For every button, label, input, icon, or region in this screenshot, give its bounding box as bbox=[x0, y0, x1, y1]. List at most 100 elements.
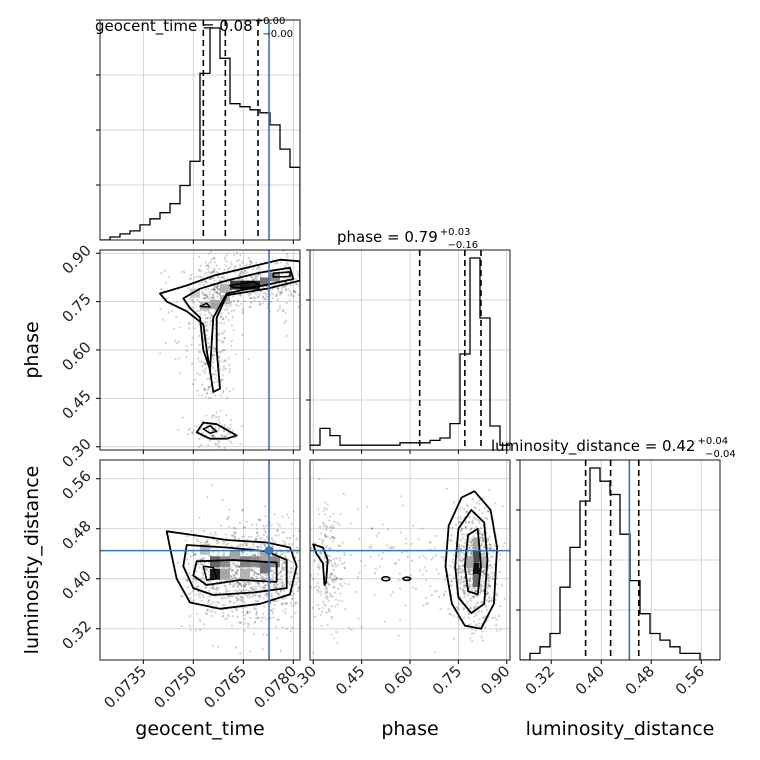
sample-point bbox=[468, 583, 471, 586]
sample-point bbox=[223, 336, 226, 339]
sample-point bbox=[481, 610, 484, 613]
sample-point bbox=[477, 622, 480, 625]
sample-point bbox=[209, 316, 212, 319]
sample-point bbox=[426, 602, 429, 605]
sample-point bbox=[296, 546, 299, 549]
sample-point bbox=[289, 601, 292, 605]
sample-point bbox=[257, 594, 260, 597]
sample-point bbox=[231, 316, 234, 319]
sample-point bbox=[188, 625, 192, 628]
sample-point bbox=[282, 610, 285, 613]
sample-point bbox=[478, 502, 481, 505]
sample-point bbox=[280, 579, 283, 582]
sample-point bbox=[465, 510, 468, 513]
sample-point bbox=[283, 554, 286, 557]
sample-point bbox=[249, 296, 252, 300]
sample-point bbox=[488, 547, 492, 550]
sample-point bbox=[217, 429, 220, 432]
sample-point bbox=[245, 544, 248, 547]
sample-point bbox=[261, 302, 264, 305]
sample-point bbox=[320, 552, 323, 555]
sample-point bbox=[459, 582, 462, 585]
sample-point bbox=[235, 566, 238, 569]
sample-point bbox=[251, 523, 254, 526]
sample-point bbox=[260, 542, 263, 546]
sample-point bbox=[283, 569, 286, 572]
sample-point bbox=[374, 571, 377, 575]
sample-point bbox=[487, 546, 490, 549]
sample-point bbox=[424, 557, 427, 560]
sample-point bbox=[222, 340, 225, 343]
sample-point bbox=[464, 525, 467, 529]
sample-point bbox=[257, 600, 260, 603]
sample-point bbox=[469, 573, 472, 576]
sample-point bbox=[234, 531, 237, 534]
sample-point bbox=[443, 594, 446, 597]
sample-point bbox=[239, 621, 242, 625]
sample-point bbox=[234, 264, 237, 268]
sample-point bbox=[256, 577, 259, 580]
sample-point bbox=[186, 579, 189, 582]
sample-point bbox=[458, 564, 461, 568]
sample-point bbox=[278, 304, 282, 307]
sample-point bbox=[196, 558, 199, 561]
sample-point bbox=[453, 501, 456, 504]
sample-point bbox=[247, 256, 250, 259]
sample-point bbox=[243, 269, 246, 272]
sample-point bbox=[470, 569, 473, 572]
sample-point bbox=[206, 540, 209, 544]
sample-point bbox=[223, 553, 226, 556]
sample-point bbox=[197, 593, 200, 597]
sample-point bbox=[235, 607, 238, 611]
sample-point bbox=[462, 608, 465, 611]
sample-point bbox=[280, 602, 284, 605]
sample-point bbox=[332, 637, 336, 640]
sample-point bbox=[291, 597, 294, 600]
sample-point bbox=[318, 526, 321, 529]
sample-point bbox=[474, 612, 477, 615]
sample-point bbox=[246, 595, 249, 599]
sample-point bbox=[243, 622, 246, 625]
sample-point bbox=[374, 567, 377, 570]
sample-point bbox=[220, 434, 223, 437]
sample-point bbox=[222, 275, 225, 278]
sample-point bbox=[317, 590, 320, 594]
sample-point bbox=[474, 590, 477, 593]
sample-point bbox=[212, 271, 215, 274]
sample-point bbox=[241, 543, 244, 547]
sample-point bbox=[304, 600, 306, 602]
sample-point bbox=[491, 575, 494, 578]
sample-point bbox=[457, 571, 460, 574]
sample-point bbox=[273, 583, 276, 586]
sample-point bbox=[239, 293, 242, 296]
sample-point bbox=[339, 512, 342, 515]
sample-point bbox=[478, 499, 481, 502]
sample-point bbox=[187, 428, 190, 432]
sample-point bbox=[343, 582, 346, 585]
sample-point bbox=[211, 354, 214, 357]
sample-point bbox=[186, 586, 190, 589]
sample-point bbox=[279, 571, 282, 574]
sample-point bbox=[306, 584, 308, 586]
density-cell bbox=[240, 280, 250, 290]
sample-point bbox=[480, 554, 483, 557]
sample-point bbox=[332, 581, 335, 584]
sample-point bbox=[255, 608, 258, 611]
sample-point bbox=[315, 576, 317, 578]
sample-point bbox=[204, 325, 207, 328]
sample-point bbox=[306, 603, 308, 605]
sample-point bbox=[224, 585, 227, 588]
sample-point bbox=[210, 587, 213, 590]
sample-point bbox=[281, 531, 284, 534]
sample-point bbox=[468, 570, 471, 573]
contour-line bbox=[195, 421, 238, 440]
sample-point bbox=[456, 574, 459, 577]
sample-point bbox=[462, 558, 465, 561]
sample-point bbox=[455, 523, 458, 527]
sample-point bbox=[189, 592, 192, 595]
sample-point bbox=[208, 561, 211, 564]
sample-point bbox=[219, 368, 222, 371]
sample-point bbox=[238, 274, 241, 277]
density-cell bbox=[472, 575, 480, 587]
sample-point bbox=[470, 632, 473, 636]
